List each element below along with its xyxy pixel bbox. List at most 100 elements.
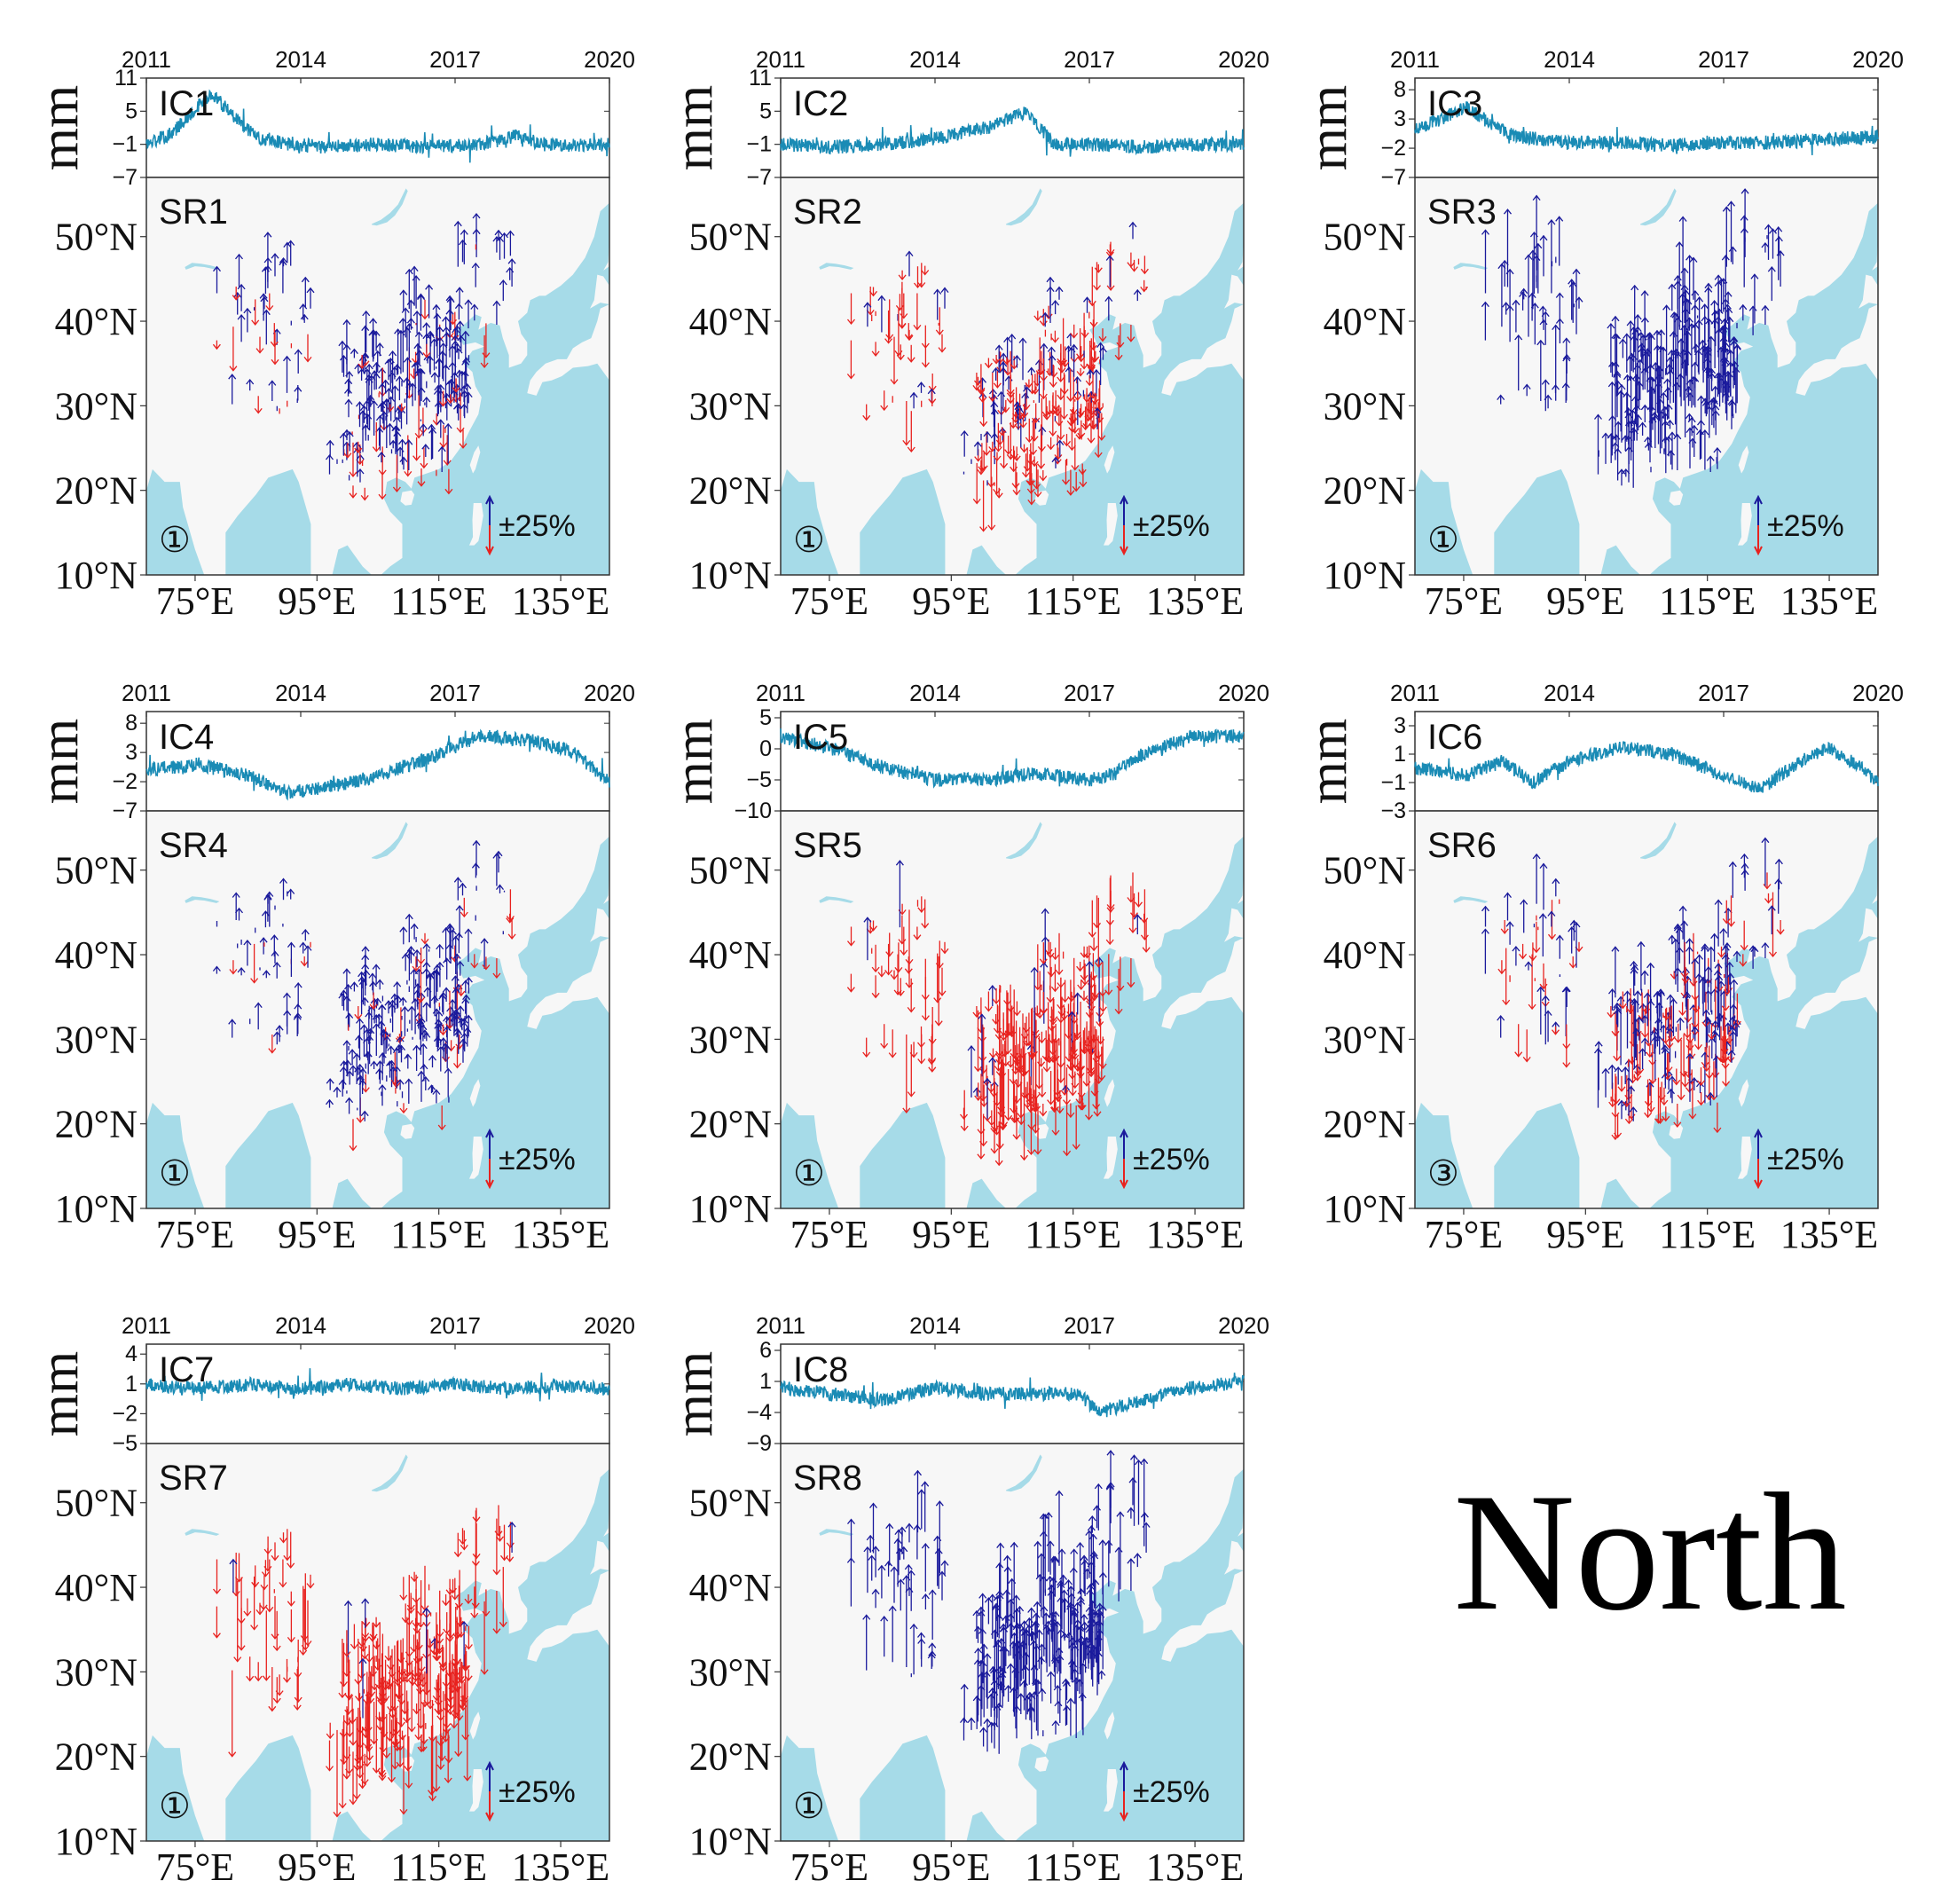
station-arrowhead bbox=[1673, 280, 1682, 287]
station-arrowhead bbox=[380, 411, 389, 417]
station-arrowhead bbox=[454, 303, 463, 310]
station-arrowhead bbox=[1761, 241, 1770, 248]
station-arrowhead bbox=[1701, 429, 1709, 436]
station-arrowhead bbox=[1551, 1029, 1560, 1035]
station-arrowhead bbox=[1675, 927, 1684, 933]
station-arrowhead bbox=[506, 1542, 515, 1548]
map-lake bbox=[1453, 263, 1489, 270]
station-arrowhead bbox=[880, 1042, 889, 1050]
station-arrowhead bbox=[1085, 380, 1094, 387]
station-arrowhead bbox=[439, 1734, 448, 1740]
station-arrowhead bbox=[254, 407, 263, 414]
station-arrowhead bbox=[370, 399, 379, 406]
station-arrowhead bbox=[973, 441, 982, 447]
station-arrowhead bbox=[228, 374, 237, 380]
map-island bbox=[1104, 1769, 1118, 1812]
station-arrowhead bbox=[1502, 999, 1511, 1006]
station-arrowhead bbox=[1105, 939, 1114, 946]
station-arrowhead bbox=[1000, 462, 1009, 469]
station-arrowhead bbox=[437, 445, 446, 452]
station-arrowhead bbox=[393, 1745, 402, 1752]
station-arrowhead bbox=[1714, 963, 1723, 969]
station-arrowhead bbox=[405, 439, 413, 445]
station-arrowhead bbox=[1055, 1490, 1064, 1497]
station-arrowhead bbox=[454, 1602, 463, 1609]
station-arrowhead bbox=[1033, 1540, 1042, 1547]
sr-label: SR7 bbox=[159, 1459, 228, 1498]
station-arrowhead bbox=[1044, 948, 1053, 956]
map-lat-label: 10°N bbox=[1324, 1187, 1406, 1231]
station-arrowhead bbox=[432, 1786, 441, 1792]
station-arrowhead bbox=[1096, 1038, 1105, 1045]
map-island bbox=[469, 445, 481, 474]
station-arrowhead bbox=[279, 1537, 288, 1544]
station-arrowhead bbox=[1725, 307, 1733, 314]
map-sea bbox=[1015, 1468, 1244, 1841]
station-arrowhead bbox=[1522, 1056, 1531, 1063]
station-arrowhead bbox=[421, 1075, 430, 1082]
station-arrowhead bbox=[422, 322, 431, 328]
station-arrowhead bbox=[387, 1706, 396, 1712]
station-arrowhead bbox=[451, 975, 460, 981]
station-arrowhead bbox=[422, 942, 431, 949]
station-arrowhead bbox=[1035, 370, 1044, 376]
station-arrowhead bbox=[1010, 1541, 1018, 1548]
station-arrowhead bbox=[992, 1602, 1001, 1609]
station-arrowhead bbox=[1621, 435, 1630, 441]
station-arrowhead bbox=[451, 1712, 460, 1719]
station-arrowhead bbox=[417, 368, 426, 374]
station-arrowhead bbox=[344, 398, 353, 405]
station-arrowhead bbox=[977, 387, 986, 394]
station-arrowhead bbox=[379, 1747, 388, 1753]
station-arrowhead bbox=[401, 1617, 410, 1624]
station-arrowhead bbox=[434, 1708, 443, 1714]
station-arrowhead bbox=[444, 422, 452, 429]
station-arrowhead bbox=[1644, 1100, 1653, 1107]
station-arrowhead bbox=[372, 1023, 381, 1029]
station-arrowhead bbox=[345, 1695, 354, 1701]
station-arrowhead bbox=[1088, 974, 1097, 981]
station-arrowhead bbox=[1142, 947, 1151, 953]
station-arrowhead bbox=[1681, 358, 1690, 366]
station-arrowhead bbox=[461, 330, 470, 337]
station-arrowhead bbox=[427, 1084, 436, 1090]
station-arrowhead bbox=[494, 229, 503, 236]
station-arrowhead bbox=[1646, 1051, 1654, 1058]
station-arrowhead bbox=[237, 1617, 246, 1625]
station-arrowhead bbox=[1673, 967, 1682, 973]
station-arrowhead bbox=[385, 1735, 395, 1743]
station-arrowhead bbox=[921, 362, 930, 368]
station-arrowhead bbox=[378, 1775, 387, 1782]
station-arrowhead bbox=[436, 943, 444, 950]
station-arrowhead bbox=[1497, 968, 1506, 975]
station-arrowhead bbox=[1683, 330, 1692, 336]
station-arrowhead bbox=[1085, 1530, 1094, 1536]
station-arrowhead bbox=[342, 1754, 351, 1760]
station-arrowhead bbox=[995, 1143, 1004, 1150]
station-arrowhead bbox=[1723, 942, 1732, 948]
station-arrowhead bbox=[433, 964, 442, 971]
station-arrowhead bbox=[1072, 485, 1080, 492]
station-arrowhead bbox=[1094, 267, 1103, 273]
station-arrowhead bbox=[448, 344, 457, 351]
station-arrowhead bbox=[1056, 439, 1065, 446]
station-arrowhead bbox=[333, 1086, 342, 1093]
ts-y-tick-label: −5 bbox=[112, 1431, 138, 1456]
ic-label: IC7 bbox=[159, 1350, 214, 1389]
station-arrowhead bbox=[427, 332, 436, 339]
station-arrowhead bbox=[1092, 285, 1102, 291]
station-arrowhead bbox=[1629, 354, 1638, 360]
station-arrowhead bbox=[983, 1115, 992, 1122]
station-arrowhead bbox=[1721, 945, 1730, 951]
station-arrowhead bbox=[1018, 422, 1027, 429]
station-arrowhead bbox=[369, 980, 378, 987]
station-arrowhead bbox=[1044, 313, 1053, 319]
station-arrowhead bbox=[411, 362, 420, 368]
number-marker: ① bbox=[159, 1786, 191, 1826]
station-arrowhead bbox=[354, 447, 363, 454]
station-arrowhead bbox=[868, 925, 878, 932]
station-arrowhead bbox=[1096, 1602, 1104, 1609]
station-arrowhead bbox=[507, 1522, 516, 1528]
map-lat-label: 20°N bbox=[689, 469, 772, 513]
ts-x-tick-label: 2014 bbox=[909, 46, 961, 73]
